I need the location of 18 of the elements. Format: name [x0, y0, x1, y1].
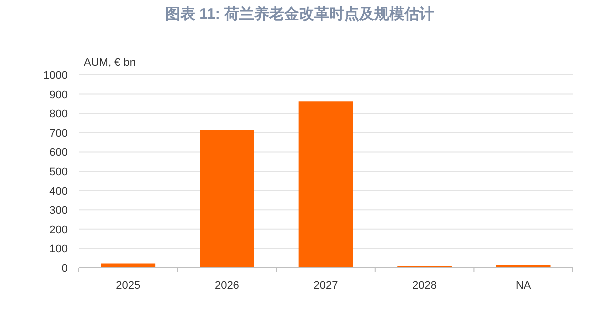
xtick: 2028	[412, 280, 438, 292]
xtick: 2027	[314, 280, 338, 292]
ytick: 300	[50, 205, 68, 218]
ytick: 400	[50, 186, 68, 198]
ytick: 600	[50, 147, 68, 160]
ytick: 0	[62, 263, 68, 275]
ytick: 200	[50, 224, 68, 236]
xtick: 2026	[214, 280, 240, 292]
ytick: 700	[50, 128, 68, 140]
ytick: 900	[50, 89, 68, 102]
ytick: 800	[50, 108, 68, 121]
title: 图表 11: 荷兰养老金改革时点及规模估计	[165, 6, 435, 23]
ylabel: AUM, € bn	[84, 57, 136, 69]
ytick: 100	[50, 244, 68, 256]
xtick: NA	[516, 280, 532, 292]
xtick: 2025	[116, 280, 141, 292]
ytick: 1000	[44, 70, 68, 82]
ytick: 500	[50, 166, 68, 178]
